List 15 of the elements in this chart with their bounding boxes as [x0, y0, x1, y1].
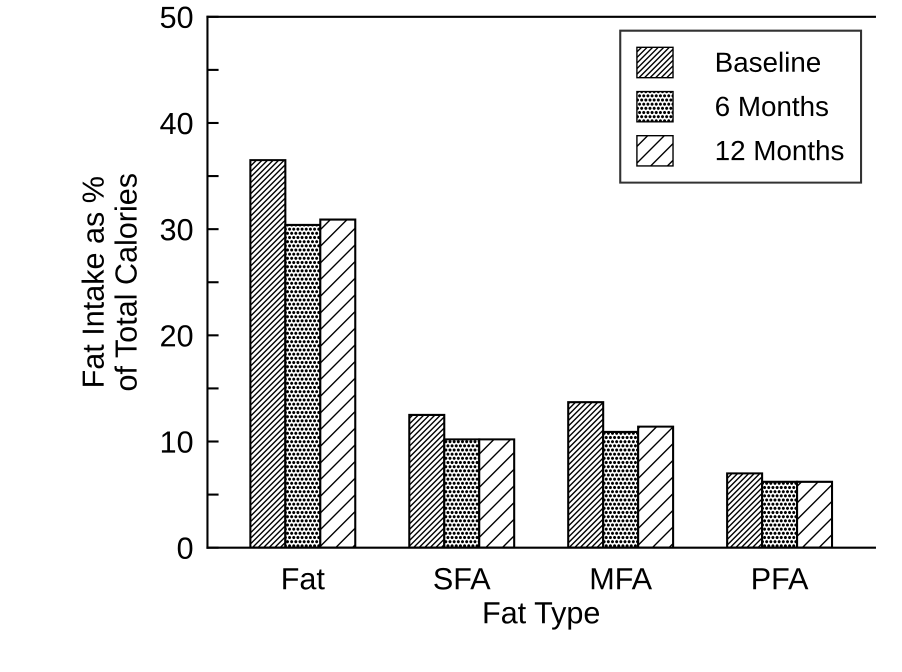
y-tick-label: 50 [160, 6, 192, 28]
legend-label: Baseline [716, 52, 820, 72]
y-tick-label: 40 [160, 112, 192, 134]
y-tick-label: 10 [162, 431, 192, 453]
x-tick-label: Fat [283, 568, 325, 590]
y-tick-label: 20 [161, 325, 192, 347]
y-tick-label: 0 [178, 537, 192, 560]
legend-label: 6 Months [716, 96, 828, 116]
x-tick-label: MFA [592, 568, 652, 590]
y-axis-title: Fat Intake as % of Total Calories [82, 174, 137, 390]
x-tick-label: SFA [434, 568, 491, 590]
legend-label: 12 Months [716, 140, 844, 160]
x-tick-label: PFA [753, 568, 808, 590]
x-axis-title: Fat Type [484, 602, 600, 630]
y-tick-label: 30 [160, 218, 192, 241]
